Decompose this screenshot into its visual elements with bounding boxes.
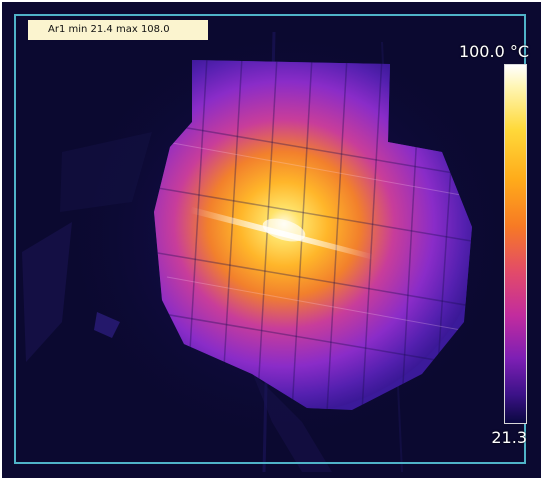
area-measurement-label: Ar1 min 21.4 max 108.0 xyxy=(28,20,208,40)
temperature-scale-max: 100.0 °C xyxy=(458,42,529,61)
temperature-scale-min: 21.3 xyxy=(491,428,527,447)
temperature-color-bar xyxy=(504,64,527,424)
